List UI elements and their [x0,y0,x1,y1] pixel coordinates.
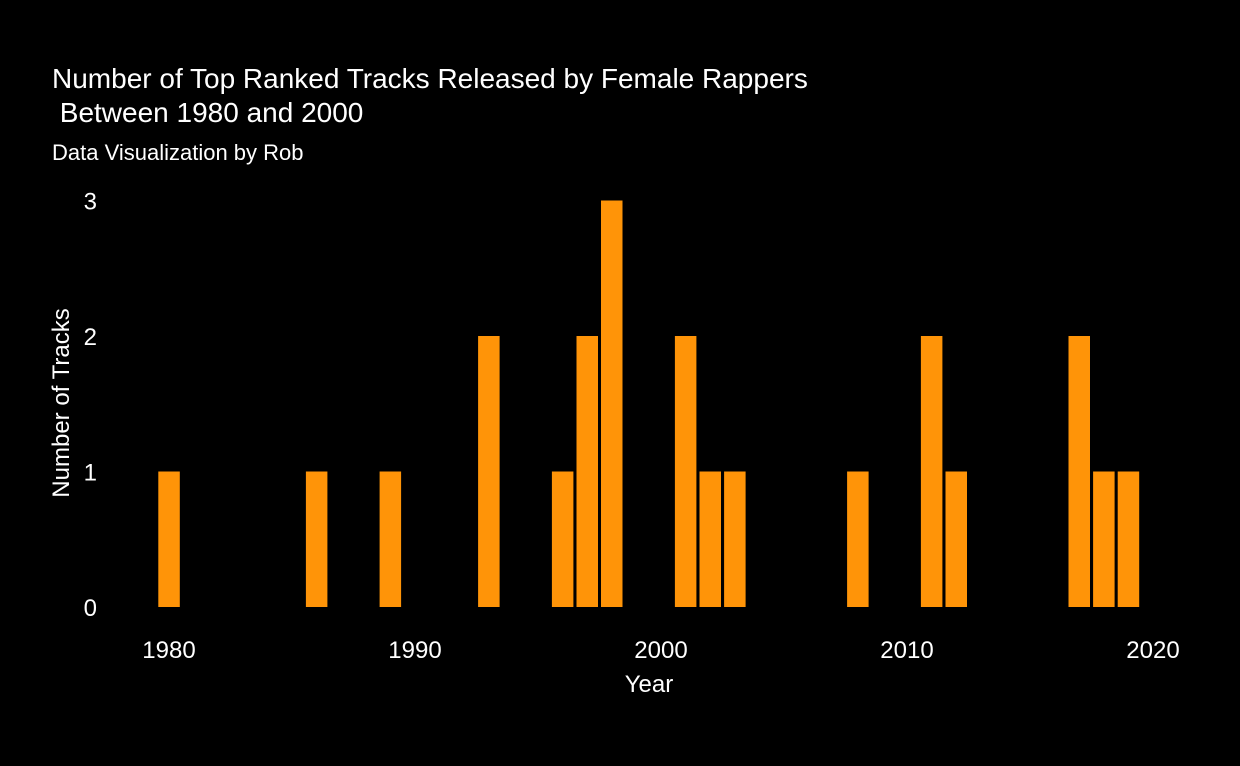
y-tick-label: 2 [84,324,97,351]
x-axis-ticks: 1980 1990 2000 2010 2020 [142,637,1179,664]
y-tick-label: 0 [84,595,97,622]
x-tick-label: 1990 [388,637,441,664]
y-tick-label: 1 [84,460,97,487]
bar-2001 [674,336,697,607]
bar-2017 [1068,336,1090,607]
bar-1996 [551,471,574,607]
bar-1993 [478,336,500,607]
chart-subtitle: Data Visualization by Rob [52,140,304,165]
bar-2002 [699,471,721,607]
bar-1986 [305,471,328,607]
bars-group [158,200,1140,607]
bar-1997 [576,336,598,607]
x-tick-label: 2010 [880,637,933,664]
y-axis-label: Number of Tracks [48,308,75,497]
bar-2012 [945,471,967,607]
x-tick-label: 2020 [1126,637,1179,664]
bar-2019 [1117,471,1140,607]
bar-2008 [847,471,869,607]
x-axis-label: Year [625,671,674,698]
bar-1989 [379,471,402,607]
bar-2003 [724,471,746,607]
bar-2011 [920,336,943,607]
x-tick-label: 2000 [634,637,687,664]
bar-1980 [158,471,180,607]
y-tick-label: 3 [84,189,97,216]
bar-1998 [601,200,623,607]
chart-title: Number of Top Ranked Tracks Released by … [52,63,808,128]
bar-2018 [1093,471,1115,607]
x-tick-label: 1980 [142,637,195,664]
y-axis-ticks: 0 1 2 3 [84,189,97,623]
